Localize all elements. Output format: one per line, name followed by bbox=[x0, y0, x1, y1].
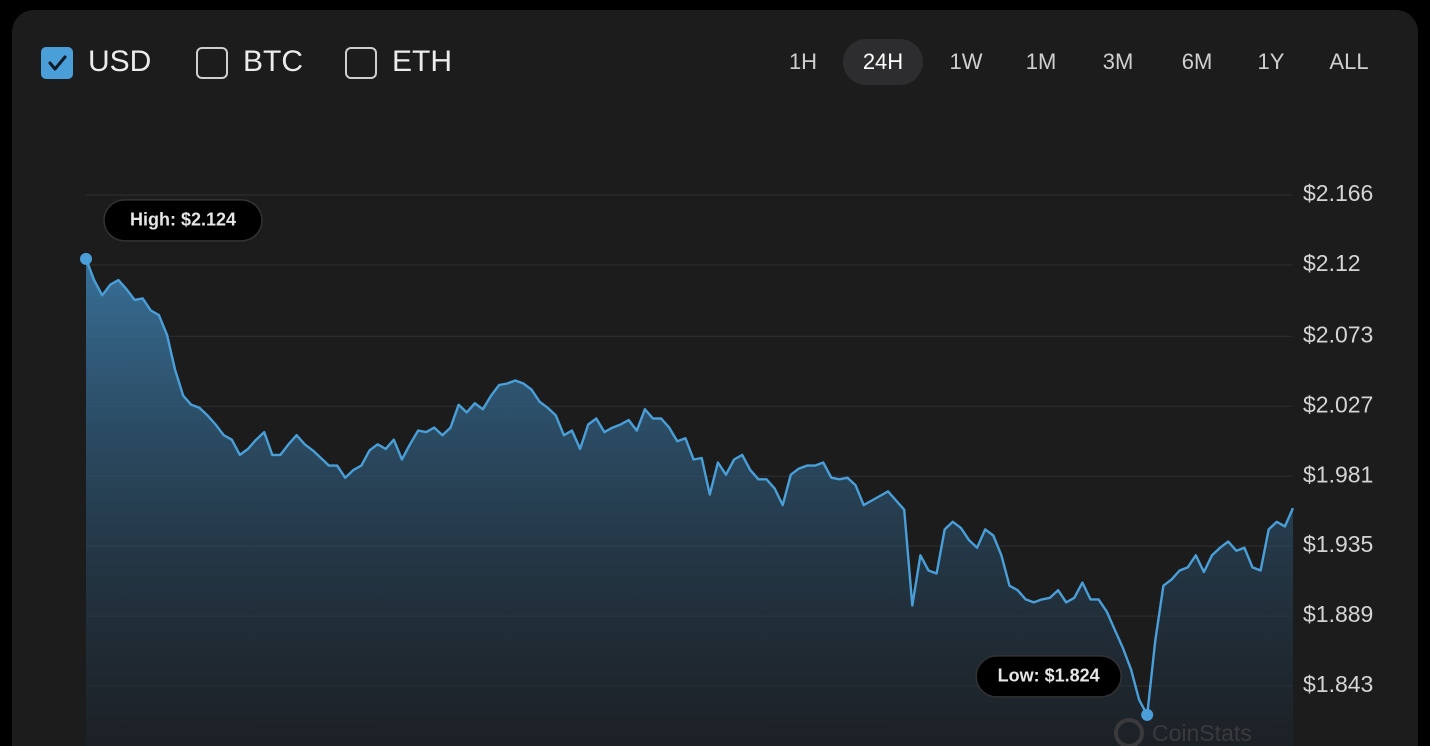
currency-label[interactable]: USD bbox=[88, 45, 151, 78]
checkbox[interactable] bbox=[196, 47, 228, 79]
range-button[interactable]: 1Y bbox=[1258, 49, 1285, 74]
range-button[interactable]: 1H bbox=[789, 49, 817, 74]
currency-toggle[interactable]: ETH bbox=[345, 45, 452, 79]
range-button[interactable]: 24H bbox=[843, 39, 923, 85]
y-tick-label: $2.166 bbox=[1303, 180, 1373, 206]
range-button[interactable]: 1M bbox=[1026, 49, 1057, 74]
range-label[interactable]: 1M bbox=[1026, 49, 1057, 74]
currency-toggle[interactable]: BTC bbox=[196, 45, 303, 79]
y-tick-label: $2.073 bbox=[1303, 321, 1373, 347]
y-tick-label: $2.12 bbox=[1303, 250, 1361, 276]
range-button[interactable]: 3M bbox=[1103, 49, 1134, 74]
y-tick-label: $1.935 bbox=[1303, 531, 1373, 557]
check-mark bbox=[48, 55, 67, 71]
y-tick-label: $1.843 bbox=[1303, 671, 1373, 697]
range-label[interactable]: 1Y bbox=[1258, 49, 1285, 74]
currency-toggle[interactable]: USD bbox=[41, 45, 151, 79]
range-button[interactable]: 6M bbox=[1182, 49, 1213, 74]
low-label-box bbox=[975, 655, 1122, 698]
currency-label[interactable]: BTC bbox=[243, 45, 303, 78]
range-label[interactable]: 1W bbox=[950, 49, 983, 74]
price-area bbox=[86, 258, 1293, 746]
range-label[interactable]: 1H bbox=[789, 49, 817, 74]
low-label: Low: $1.824 bbox=[998, 666, 1100, 686]
y-tick-label: $1.889 bbox=[1303, 601, 1373, 627]
range-label[interactable]: 3M bbox=[1103, 49, 1134, 74]
watermark-logo bbox=[1114, 718, 1144, 746]
low-marker bbox=[1141, 708, 1154, 721]
y-tick-label: $2.027 bbox=[1303, 391, 1373, 417]
high-label: High: $2.124 bbox=[130, 210, 236, 230]
checkbox-checked[interactable] bbox=[41, 47, 73, 79]
range-label[interactable]: 24H bbox=[863, 49, 903, 74]
high-marker bbox=[80, 252, 92, 265]
range-button[interactable]: ALL bbox=[1329, 49, 1368, 74]
watermark: CoinStats bbox=[1152, 720, 1252, 746]
currency-label[interactable]: ETH bbox=[392, 45, 452, 78]
price-line bbox=[84, 258, 1295, 717]
plot-area bbox=[80, 194, 1295, 746]
range-label[interactable]: ALL bbox=[1329, 49, 1368, 74]
range-label[interactable]: 6M bbox=[1182, 49, 1213, 74]
y-tick-label: $1.981 bbox=[1303, 461, 1373, 487]
controls: USD BTC ETH 1H 24H 1W 1M 3M 6M 1Y ALL $2.166 $2.12 $2… bbox=[41, 39, 1373, 746]
range-button[interactable]: 1W bbox=[950, 49, 983, 74]
high-label-box bbox=[103, 199, 263, 242]
checkbox[interactable] bbox=[345, 47, 377, 79]
range-selected-pill[interactable] bbox=[843, 39, 923, 85]
